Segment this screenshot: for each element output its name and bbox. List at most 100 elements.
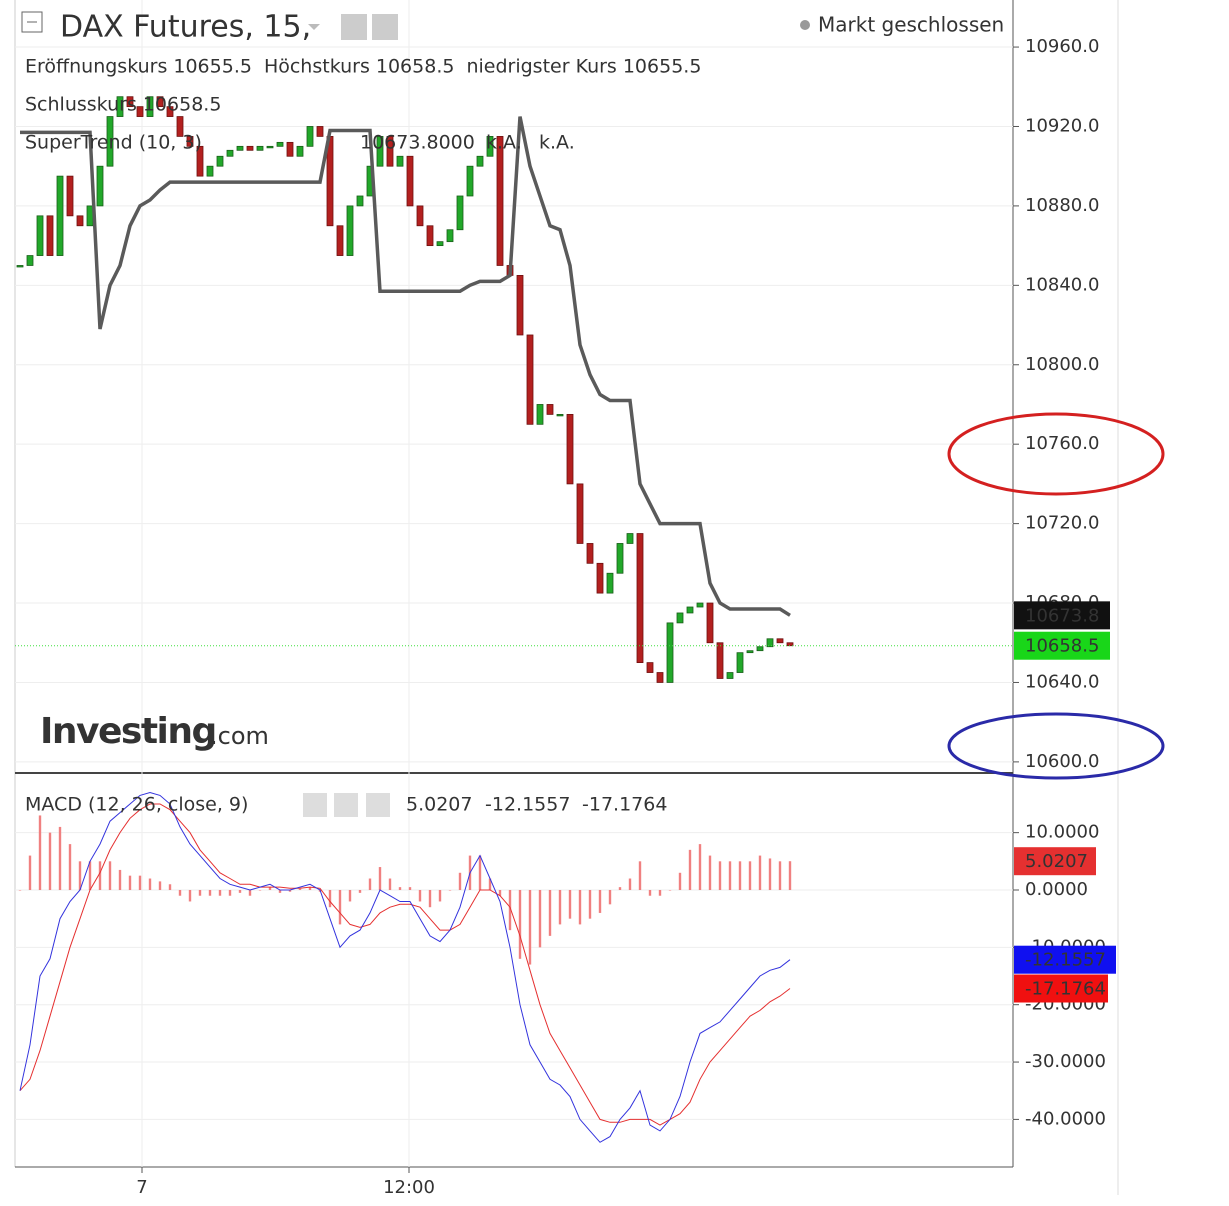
candle: [206, 165, 214, 177]
indicator-button[interactable]: [334, 793, 358, 817]
candle: [276, 141, 284, 147]
candle: [666, 622, 674, 683]
dropdown-arrow[interactable]: [308, 24, 320, 30]
collapse-button[interactable]: [21, 11, 43, 33]
candle: [296, 145, 304, 157]
candle: [546, 404, 554, 415]
histogram-bar: [148, 878, 152, 890]
legend-label: Eröffnungskurs: [25, 56, 167, 78]
candle: [766, 638, 774, 648]
x-tick-label: 7: [136, 1177, 147, 1198]
candle: [186, 136, 194, 147]
candle: [706, 602, 714, 644]
histogram-bar: [598, 889, 602, 913]
histogram-bar: [478, 855, 482, 890]
histogram-bar: [258, 889, 262, 891]
candle: [166, 106, 174, 117]
candle: [756, 646, 764, 652]
eye-button[interactable]: [341, 14, 367, 40]
histogram-bar: [308, 887, 312, 890]
price-label: 5.0207: [1025, 851, 1088, 872]
indicator-button[interactable]: [303, 793, 327, 817]
candle: [596, 562, 604, 594]
candle: [106, 116, 114, 167]
histogram-bar: [288, 889, 292, 892]
candle: [776, 638, 784, 644]
histogram-bar: [88, 861, 92, 890]
candle: [716, 642, 724, 679]
candle: [486, 136, 494, 157]
candle: [616, 543, 624, 574]
histogram-bar: [208, 889, 212, 896]
histogram-bar: [498, 889, 502, 896]
candle: [626, 533, 634, 544]
candle: [376, 136, 384, 167]
histogram-bar: [118, 869, 122, 890]
histogram-bar: [458, 872, 462, 890]
price-label-box: [1014, 631, 1110, 660]
indicator-note: k.A.: [486, 132, 522, 154]
y-tick-label: 10880.0: [1025, 195, 1099, 216]
candle: [76, 215, 84, 227]
histogram-bar: [438, 889, 442, 902]
histogram-bar: [628, 878, 632, 890]
histogram-bar: [508, 889, 512, 931]
histogram-bar: [738, 861, 742, 890]
settings-button[interactable]: [372, 14, 398, 40]
candle: [116, 96, 124, 117]
candle: [566, 413, 574, 485]
candle: [556, 413, 564, 417]
histogram-bar: [298, 888, 302, 890]
histogram-bar: [188, 889, 192, 902]
candle: [656, 672, 664, 683]
x-tick-label: 12:00: [383, 1177, 435, 1198]
histogram-bar: [448, 889, 452, 891]
indicator-label: MACD (12, 26, close, 9): [25, 794, 248, 816]
candle: [236, 145, 244, 151]
signal-line: [19, 803, 791, 1126]
legend-value: 10658.5: [143, 94, 222, 116]
candle: [336, 225, 344, 256]
price-label-box: [1014, 945, 1116, 974]
candle: [636, 533, 644, 663]
legend-value: -12.1557: [485, 794, 570, 816]
candle: [286, 141, 294, 157]
histogram-bar: [518, 889, 522, 959]
histogram-bar: [158, 881, 162, 890]
histogram-bar: [728, 861, 732, 890]
histogram-bar: [268, 887, 272, 890]
candle: [446, 229, 454, 243]
legend-value: 5.0207: [406, 794, 472, 816]
histogram-bar: [768, 858, 772, 890]
histogram-bar: [28, 855, 32, 890]
histogram-bar: [678, 872, 682, 890]
histogram-bar: [568, 889, 572, 919]
candle: [436, 241, 444, 247]
histogram-bar: [578, 889, 582, 925]
candle: [86, 205, 94, 227]
price-label: 10658.5: [1025, 636, 1099, 657]
histogram-bar: [128, 875, 132, 890]
status-dot: [800, 20, 810, 30]
candle: [476, 155, 484, 167]
histogram-bar: [408, 887, 412, 890]
candle: [146, 96, 154, 117]
y-tick-label: 10.0000: [1025, 822, 1099, 843]
histogram-bar: [698, 844, 702, 890]
histogram-bar: [168, 884, 172, 890]
indicator-button[interactable]: [366, 793, 390, 817]
candle: [586, 543, 594, 564]
histogram-bar: [688, 849, 692, 890]
histogram-bar: [638, 861, 642, 890]
candle: [746, 650, 754, 654]
candle: [266, 145, 274, 149]
supertrend-line: [20, 116, 791, 617]
histogram-bar: [228, 889, 232, 896]
candle: [726, 672, 734, 679]
candle: [426, 225, 434, 247]
market-status: Markt geschlossen: [818, 13, 1004, 37]
histogram-bar: [38, 815, 42, 890]
legend-label: niedrigster Kurs: [466, 56, 616, 78]
candle: [176, 116, 184, 137]
candle: [256, 145, 264, 151]
